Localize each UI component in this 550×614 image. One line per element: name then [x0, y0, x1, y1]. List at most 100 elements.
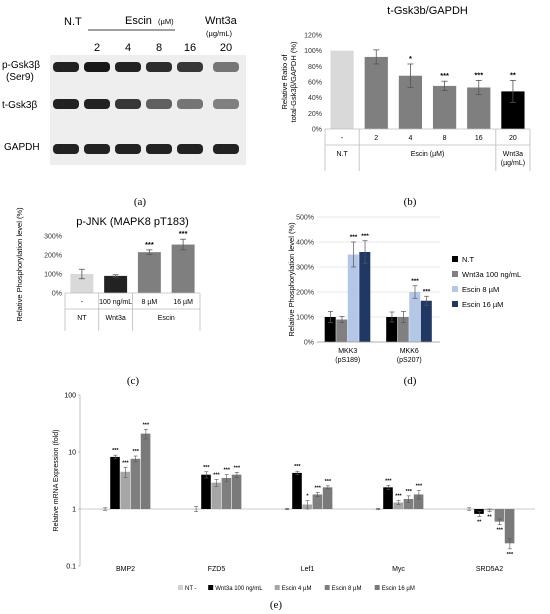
significance-mark-2: ***	[145, 240, 154, 249]
y-tick-label: 80%	[308, 64, 322, 71]
blot-band-t-gsk-0	[53, 99, 79, 109]
y-tick-label: 100%	[296, 315, 314, 322]
chart-c-p-jnk: p-JNK (MAPK8 pT183) 0% 100% 200% 300% Relativ…	[15, 207, 201, 331]
significance-mark-1-3: ***	[423, 288, 431, 295]
category-label-0-0: MKK3	[338, 348, 357, 355]
category-label-0-1: (pS189)	[335, 357, 360, 364]
y-tick-label: 200%	[296, 290, 314, 297]
group-label-2: Escin	[158, 315, 175, 322]
legend-swatch-0	[178, 585, 183, 590]
group-label-1: Wnt3a	[106, 315, 126, 322]
blot-band-t-gsk-4	[177, 99, 203, 109]
group-label-line2-2: (µg/mL)	[501, 160, 525, 167]
significance-mark-1-1: ***	[203, 465, 210, 471]
significance-mark-1-3: ***	[223, 468, 230, 474]
blot-band-p-gsk-0	[53, 62, 79, 72]
blot-band-gapdh-0	[53, 144, 79, 154]
bar-0-1	[110, 456, 120, 509]
bar-4-4	[504, 509, 515, 544]
group-label-0: N.T	[336, 151, 348, 158]
bar-2-1	[292, 472, 302, 509]
y-axis-label: Relative Ratio oftotal-Gsk3β/GAPDH (%)	[280, 41, 298, 122]
legend-swatch-0	[452, 256, 458, 262]
bar-1	[104, 275, 128, 293]
significance-mark-0-4: ***	[143, 422, 150, 428]
blot-band-t-gsk-2	[115, 99, 141, 109]
blot-lane-20: 20	[220, 42, 232, 54]
blot-band-p-gsk-5	[213, 62, 239, 72]
category-label-2: 4	[408, 135, 412, 142]
bar-2-3	[312, 494, 323, 509]
bar-1-3	[420, 300, 432, 342]
bar-1	[364, 56, 388, 129]
legend-swatch-3	[324, 585, 330, 590]
group-label-0: NT	[77, 315, 87, 322]
bar-3	[171, 244, 195, 293]
bar-3-4	[413, 494, 424, 509]
blot-header-wnt3a: Wnt3a	[205, 15, 238, 27]
category-label-0: BMP2	[116, 566, 135, 573]
y-tick-label: 40%	[308, 95, 322, 102]
bar-4	[467, 87, 491, 129]
bar-1-1	[397, 317, 409, 342]
blot-row-p-gsk3b: p-Gsk3β	[2, 60, 40, 71]
bar-3	[432, 85, 457, 129]
legend-swatch-4	[374, 585, 380, 590]
bar-3-0	[373, 509, 383, 510]
panel-label-b: (b)	[404, 196, 417, 208]
blot-header-nt: N.T	[64, 16, 82, 28]
legend-label-3: Escin 8 µM	[332, 586, 362, 592]
bar-2-4	[322, 487, 333, 509]
panel-label-c: (c)	[127, 375, 140, 387]
blot-bands	[53, 62, 239, 154]
significance-mark-3: ***	[179, 229, 188, 238]
legend-label-2: Escin 8 µM	[462, 285, 499, 294]
significance-mark-0-2: ***	[122, 460, 129, 466]
category-label-5: 20	[509, 135, 517, 142]
legend-label-3: Escin 16 µM	[462, 300, 503, 309]
blot-band-t-gsk-5	[213, 99, 239, 109]
category-label-1: FZD5	[208, 566, 226, 573]
bar-1-4	[231, 474, 242, 509]
legend-label-1: Wnt3a 100 ng/mL	[215, 586, 263, 592]
significance-mark-0-3: ***	[361, 233, 369, 240]
category-label-0: -	[341, 135, 344, 142]
legend-label-0: NT -	[185, 586, 197, 592]
significance-mark-3-2: ***	[395, 494, 402, 500]
legend-swatch-3	[452, 301, 458, 307]
y-tick-label: 300%	[296, 265, 314, 272]
category-label-4: 16	[475, 135, 483, 142]
significance-mark-4: ***	[474, 70, 483, 79]
category-label-0: -	[81, 299, 84, 306]
y-tick-label: 0.1	[66, 564, 76, 571]
blot-row-gapdh: GAPDH	[4, 142, 40, 153]
significance-mark-2-1: ***	[294, 464, 301, 470]
chart-title: p-JNK (MAPK8 pT183)	[76, 216, 188, 228]
bar-1-0	[386, 317, 398, 342]
y-tick-label: 60%	[308, 80, 322, 87]
blot-band-gapdh-1	[84, 144, 110, 154]
bar-0-3	[359, 252, 371, 342]
legend-label-4: Escin 16 µM	[382, 586, 415, 592]
bar-1-1	[201, 474, 211, 509]
significance-mark-4-4: ***	[507, 552, 514, 558]
y-tick-label: 20%	[308, 111, 322, 118]
significance-mark-2: *	[409, 54, 412, 63]
category-label-3: 16 µM	[173, 299, 193, 306]
significance-mark-5: **	[510, 70, 516, 79]
y-tick-label: 200%	[44, 253, 62, 260]
group-label-1: Escin (µM)	[411, 151, 445, 158]
significance-mark-0-2: ***	[350, 234, 358, 241]
panel-label-d: (d)	[404, 375, 417, 387]
blot-header-wnt3a-unit: (µg/mL)	[206, 29, 232, 38]
chart-title: t-Gsk3b/GAPDH	[387, 5, 468, 17]
significance-mark-3: ***	[440, 71, 449, 80]
y-tick-label: 100%	[304, 48, 322, 55]
legend-swatch-1	[208, 585, 214, 590]
y-tick-label: 100	[64, 393, 76, 400]
y-tick-label: 0%	[304, 340, 314, 347]
category-label-1-1: (pS207)	[397, 357, 422, 364]
blot-lane-8: 8	[156, 42, 162, 54]
y-tick-label: 500%	[296, 215, 314, 222]
y-tick-label: 120%	[304, 33, 322, 40]
